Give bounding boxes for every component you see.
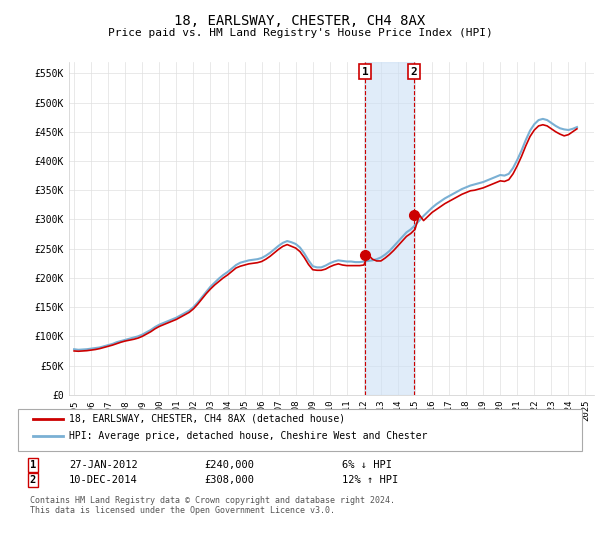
Text: Contains HM Land Registry data © Crown copyright and database right 2024.
This d: Contains HM Land Registry data © Crown c… [30, 496, 395, 515]
Text: 6% ↓ HPI: 6% ↓ HPI [342, 460, 392, 470]
Text: 2: 2 [410, 67, 417, 77]
Text: 18, EARLSWAY, CHESTER, CH4 8AX: 18, EARLSWAY, CHESTER, CH4 8AX [175, 14, 425, 28]
Bar [365, 62, 413, 395]
Text: 18, EARLSWAY, CHESTER, CH4 8AX (detached house): 18, EARLSWAY, CHESTER, CH4 8AX (detached… [69, 414, 345, 424]
Text: 1: 1 [30, 460, 36, 470]
Text: HPI: Average price, detached house, Cheshire West and Chester: HPI: Average price, detached house, Ches… [69, 431, 427, 441]
Text: Price paid vs. HM Land Registry's House Price Index (HPI): Price paid vs. HM Land Registry's House … [107, 28, 493, 38]
Text: 2: 2 [30, 475, 36, 485]
Text: 10-DEC-2014: 10-DEC-2014 [69, 475, 138, 485]
Text: £240,000: £240,000 [204, 460, 254, 470]
Text: 27-JAN-2012: 27-JAN-2012 [69, 460, 138, 470]
Text: 12% ↑ HPI: 12% ↑ HPI [342, 475, 398, 485]
Text: 1: 1 [362, 67, 368, 77]
Text: £308,000: £308,000 [204, 475, 254, 485]
